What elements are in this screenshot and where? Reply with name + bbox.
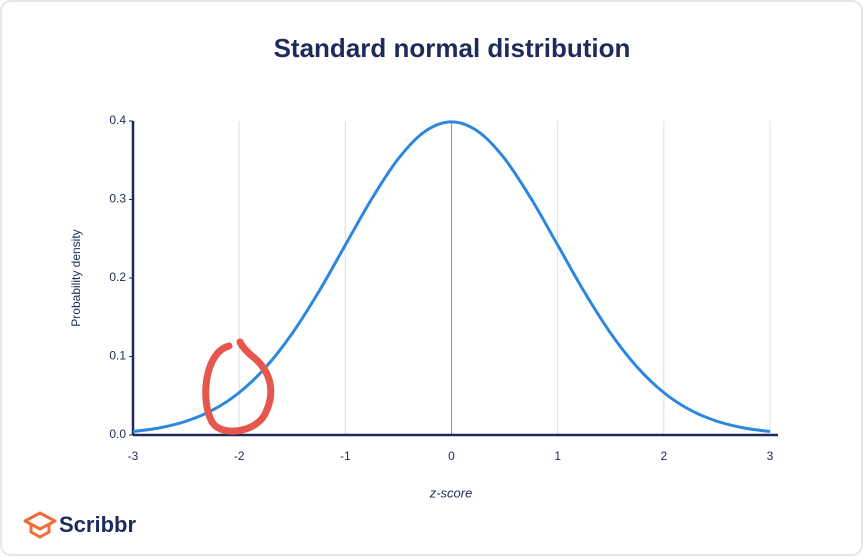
logo-icon	[23, 511, 57, 539]
x-tick-label: 3	[767, 449, 774, 463]
y-tick-label: 0.2	[109, 270, 126, 284]
x-tick-label: 1	[554, 449, 561, 463]
y-tick-label: 0.4	[109, 113, 126, 127]
y-tick-label: 0.3	[109, 192, 126, 206]
x-tick-label: -1	[340, 449, 351, 463]
y-axis-label: Probability density	[69, 229, 83, 326]
x-tick-label: -2	[234, 449, 245, 463]
x-tick-label: 2	[660, 449, 667, 463]
hand-drawn-circle	[202, 338, 275, 435]
density-curve	[132, 120, 771, 434]
x-axis-label: z-score	[429, 485, 473, 500]
x-tick-label: 0	[448, 449, 455, 463]
x-tick-label: -3	[128, 449, 139, 463]
logo: Scribbr	[23, 511, 136, 539]
y-tick-label: 0.0	[109, 427, 126, 441]
chart-title: Standard normal distribution	[274, 33, 631, 63]
logo-text: Scribbr	[59, 512, 136, 537]
y-tick-label: 0.1	[109, 349, 126, 363]
